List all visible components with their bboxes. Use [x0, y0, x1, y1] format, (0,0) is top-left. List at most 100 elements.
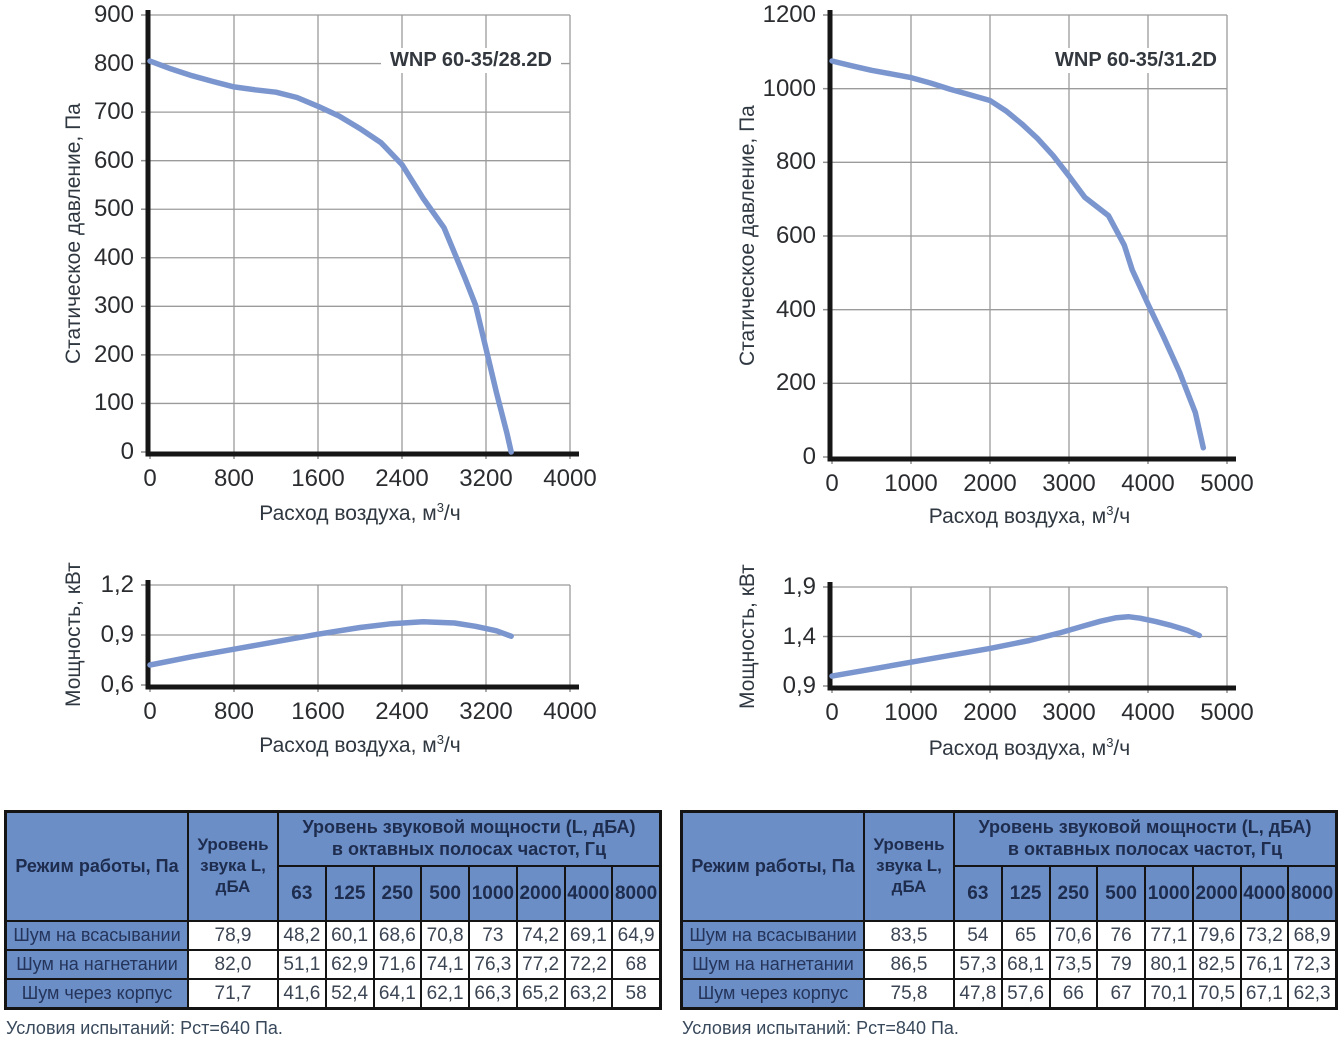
- frequency-header-cell: 63: [955, 867, 1001, 920]
- x-tick-label: 2400: [375, 465, 429, 492]
- frequency-header-cell: 500: [422, 867, 468, 920]
- y-tick-label: 800: [93, 49, 134, 77]
- octave-value-cell: 63,2: [565, 980, 612, 1007]
- pressure-chart-31-2d: Статическое давление, Па WNP 60-35/31.2D…: [672, 0, 1344, 535]
- test-conditions-note: Условия испытаний: Рст=840 Па.: [682, 1018, 959, 1038]
- octave-band-header-cell: Уровень звуковой мощности (L, дБА) в окт…: [955, 813, 1335, 865]
- Мощность-curve: [147, 618, 514, 668]
- x-tick-label: 4000: [543, 465, 597, 492]
- octave-value-cell: 79,6: [1193, 922, 1240, 949]
- x-tick-label: 1600: [291, 698, 345, 725]
- y-tick-label: 500: [93, 195, 134, 223]
- y-tick-label: 400: [93, 243, 134, 271]
- x-tick-label: 5000: [1200, 699, 1254, 726]
- octave-header-line: Уровень звуковой мощности (L, дБА): [302, 817, 636, 838]
- y-tick-label: 1,9: [782, 573, 816, 600]
- octave-value-cell: 57,3: [955, 951, 1001, 978]
- octave-value-cell: 82,5: [1193, 951, 1240, 978]
- power-wnp-60-35-28-2d-plot: [141, 580, 579, 692]
- octave-value-cell: 60,1: [326, 922, 373, 949]
- octave-value-cell: 72,2: [565, 951, 612, 978]
- x-tick-label: 0: [143, 698, 157, 725]
- octave-value-cell: 73: [470, 922, 516, 949]
- x-tick-label: 3000: [1042, 470, 1096, 497]
- x-tick-label: 5000: [1200, 470, 1254, 497]
- y-tick-label: 200: [775, 369, 816, 397]
- octave-value-cell: 66: [1050, 980, 1097, 1007]
- y-tick-label: 0,9: [782, 672, 816, 699]
- octave-value-cell: 62,9: [326, 951, 373, 978]
- y-tick-label: 0: [802, 443, 816, 470]
- pressure-chart-28-2d: Статическое давление, Па WNP 60-35/28.2D…: [0, 0, 648, 535]
- y-tick-label: 800: [775, 148, 816, 176]
- x-axis-label-sup: 3: [436, 500, 444, 515]
- octave-value-cell: 73,2: [1241, 922, 1288, 949]
- noise-table-28-2d: Режим работы, Па Уровень звука L, дБА Ур…: [4, 810, 662, 1010]
- x-tick-label: 800: [213, 698, 255, 725]
- x-axis-label-unit: /ч: [1113, 737, 1131, 760]
- frequency-header-cell: 250: [1050, 867, 1097, 920]
- octave-value-cell: 74,1: [422, 951, 468, 978]
- row-label-cell: Шум на нагнетании: [683, 951, 863, 978]
- frequency-header-cell: 8000: [1289, 867, 1335, 920]
- Статическое давление-curve: [829, 58, 1207, 451]
- x-axis-label-unit: /ч: [1113, 505, 1131, 528]
- y-tick-label: 1000: [762, 74, 816, 102]
- x-axis-label-text: Расход воздуха, м: [259, 502, 437, 525]
- y-axis-label: Статическое давление, Па: [62, 103, 85, 364]
- octave-value-cell: 47,8: [955, 980, 1001, 1007]
- octave-value-cell: 57,6: [1002, 980, 1049, 1007]
- octave-value-cell: 76,3: [470, 951, 516, 978]
- octave-value-cell: 41,6: [279, 980, 325, 1007]
- level-header-cell: Уровень звука L, дБА: [189, 813, 277, 920]
- octave-value-cell: 68,9: [1289, 922, 1335, 949]
- mode-header-cell: Режим работы, Па: [7, 813, 187, 920]
- octave-value-cell: 68,1: [1002, 951, 1049, 978]
- level-header-cell: Уровень звука L, дБА: [865, 813, 953, 920]
- octave-band-header-cell: Уровень звуковой мощности (L, дБА) в окт…: [279, 813, 659, 865]
- octave-value-cell: 64,9: [613, 922, 659, 949]
- x-axis-label: Расход воздуха, м3/ч: [150, 732, 570, 758]
- frequency-header-cell: 2000: [517, 867, 564, 920]
- pressure-wnp-60-35-31-2d-plot: [823, 10, 1236, 464]
- octave-value-cell: 62,1: [422, 980, 468, 1007]
- octave-value-cell: 54: [955, 922, 1001, 949]
- octave-value-cell: 80,1: [1146, 951, 1192, 978]
- octave-value-cell: 64,1: [374, 980, 421, 1007]
- octave-value-cell: 77,2: [517, 951, 564, 978]
- power-chart-28-2d: Мощность, кВт Расход воздуха, м3/ч 0 800 1…: [0, 530, 648, 780]
- sound-level-cell: 71,7: [189, 980, 277, 1007]
- x-tick-label: 3000: [1042, 699, 1096, 726]
- power-chart-31-2d: Мощность, кВт Расход воздуха, м3/ч 0 1000…: [672, 530, 1344, 780]
- frequency-header-cell: 250: [374, 867, 421, 920]
- y-tick-label: 300: [93, 292, 134, 320]
- y-tick-label: 600: [93, 146, 134, 174]
- frequency-header-cell: 125: [1002, 867, 1049, 920]
- y-tick-label: 400: [775, 295, 816, 323]
- x-tick-label: 4000: [1121, 470, 1175, 497]
- row-label-cell: Шум через корпус: [7, 980, 187, 1007]
- Статическое давление-curve: [147, 58, 514, 455]
- x-tick-label: 2400: [375, 698, 429, 725]
- y-tick-label: 0,6: [100, 671, 134, 698]
- y-tick-label: 700: [93, 98, 134, 126]
- octave-value-cell: 68,6: [374, 922, 421, 949]
- sound-level-cell: 86,5: [865, 951, 953, 978]
- y-tick-label: 0: [120, 438, 134, 465]
- test-conditions-note: Условия испытаний: Рст=640 Па.: [6, 1018, 283, 1038]
- row-label-cell: Шум на всасывании: [7, 922, 187, 949]
- frequency-header-cell: 500: [1098, 867, 1144, 920]
- octave-value-cell: 72,3: [1289, 951, 1335, 978]
- y-tick-label: 1,4: [782, 622, 816, 650]
- x-axis-label-sup: 3: [436, 732, 444, 747]
- mode-header-cell: Режим работы, Па: [683, 813, 863, 920]
- frequency-header-cell: 4000: [565, 867, 612, 920]
- octave-value-cell: 67: [1098, 980, 1144, 1007]
- x-tick-label: 3200: [459, 698, 513, 725]
- octave-value-cell: 67,1: [1241, 980, 1288, 1007]
- Мощность-curve: [829, 613, 1203, 679]
- x-tick-label: 0: [825, 699, 839, 726]
- octave-value-cell: 71,6: [374, 951, 421, 978]
- x-axis-label: Расход воздуха, м3/ч: [150, 500, 570, 526]
- frequency-header-cell: 4000: [1241, 867, 1288, 920]
